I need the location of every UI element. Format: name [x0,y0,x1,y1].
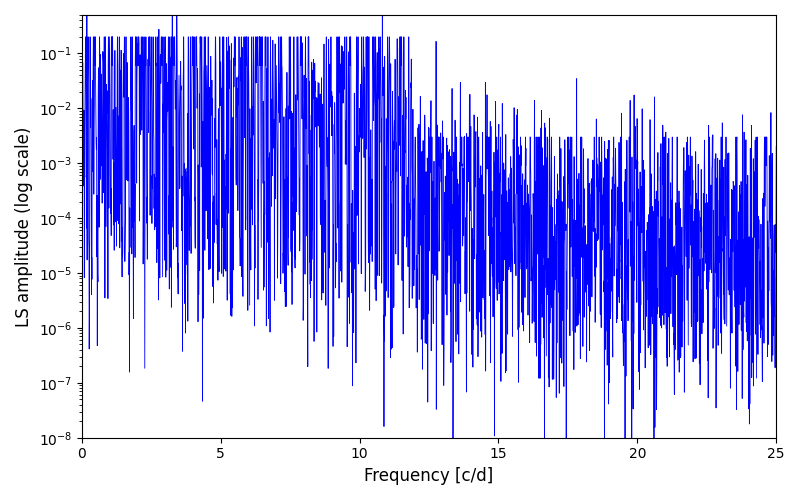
Y-axis label: LS amplitude (log scale): LS amplitude (log scale) [15,126,33,326]
X-axis label: Frequency [c/d]: Frequency [c/d] [364,467,494,485]
